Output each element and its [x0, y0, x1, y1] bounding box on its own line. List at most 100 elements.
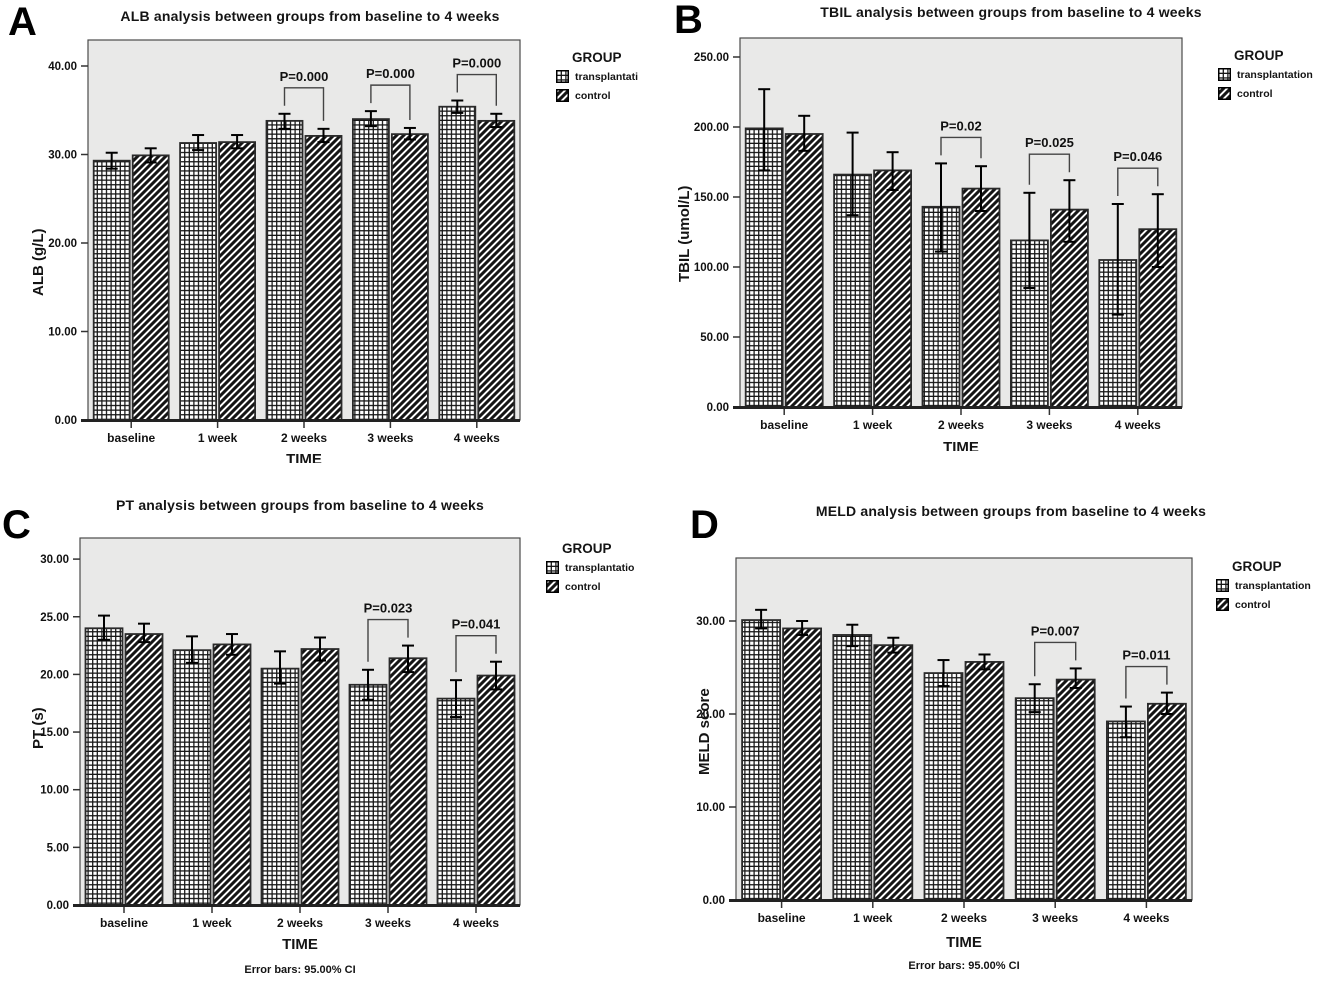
svg-text:1 week: 1 week [853, 418, 893, 432]
y-axis-label-pt: PT (s) [30, 707, 47, 749]
svg-text:10.00: 10.00 [696, 802, 725, 814]
svg-text:20.00: 20.00 [48, 238, 77, 250]
svg-text:baseline: baseline [760, 418, 808, 432]
svg-text:3 weeks: 3 weeks [365, 916, 411, 930]
svg-text:30.00: 30.00 [48, 150, 77, 162]
x-axis-label-time-a: TIME [286, 452, 322, 463]
svg-text:150.00: 150.00 [694, 192, 729, 204]
svg-text:250.00: 250.00 [694, 52, 729, 64]
svg-text:40.00: 40.00 [48, 61, 77, 73]
svg-text:baseline: baseline [100, 916, 148, 930]
svg-text:20.00: 20.00 [696, 709, 725, 721]
panel-letter-c: C [2, 503, 31, 547]
svg-text:P=0.02: P=0.02 [940, 118, 982, 133]
panel-letter-a: A [8, 0, 37, 44]
legend-a: GROUP transplantati control [556, 50, 638, 108]
legend-label: transplantatio [565, 561, 635, 574]
legend-label: control [565, 580, 601, 593]
svg-text:30.00: 30.00 [40, 554, 69, 566]
legend-d: GROUP transplantation control [1216, 559, 1311, 617]
legend-item-transplantation-b: transplantation [1218, 68, 1313, 81]
alb-bar-chart: 0.00 10.00 20.00 30.00 40.00 baseline 1 week 2 … [48, 39, 521, 445]
legend-label: control [1235, 598, 1271, 611]
svg-text:P=0.000: P=0.000 [280, 69, 329, 84]
svg-text:2 weeks: 2 weeks [941, 911, 987, 925]
svg-text:10.00: 10.00 [40, 785, 69, 797]
svg-text:P=0.000: P=0.000 [366, 66, 415, 81]
svg-text:4 weeks: 4 weeks [1123, 911, 1169, 925]
svg-text:3 weeks: 3 weeks [1032, 911, 1078, 925]
grid-pattern-swatch-icon [546, 561, 559, 574]
svg-text:3 weeks: 3 weeks [1026, 418, 1072, 432]
diagonal-pattern-swatch-icon [1218, 87, 1231, 100]
legend-label: transplantati [575, 70, 639, 83]
meld-bar-chart: 0.00 10.00 20.00 30.00 baseline 1 week 2 weeks… [696, 557, 1193, 925]
chart-title-meld: MELD analysis between groups from baseli… [815, 503, 1207, 519]
svg-text:P=0.007: P=0.007 [1031, 623, 1080, 638]
svg-text:1 week: 1 week [192, 916, 232, 930]
legend-label: transplantation [1237, 68, 1313, 81]
legend-title-d: GROUP [1232, 559, 1282, 574]
svg-text:0.00: 0.00 [703, 895, 725, 907]
grid-pattern-swatch-icon [1218, 68, 1231, 81]
svg-text:1 week: 1 week [853, 911, 893, 925]
diagonal-pattern-swatch-icon [1216, 598, 1229, 611]
pt-bar-chart: 0.00 5.00 10.00 15.00 20.00 25.00 30.00 baselin… [40, 537, 521, 930]
tbil-bar-chart: 0.00 50.00 100.00 150.00 200.00 250.00 baselin… [694, 37, 1183, 432]
legend-b: GROUP transplantation control [1218, 48, 1313, 106]
x-axis-label-time-c: TIME [282, 936, 318, 953]
legend-item-control-c: control [546, 580, 634, 593]
svg-text:2 weeks: 2 weeks [281, 431, 327, 445]
chart-title-tbil: TBIL analysis between groups from baseli… [820, 4, 1202, 20]
svg-text:baseline: baseline [107, 431, 155, 445]
svg-text:25.00: 25.00 [40, 612, 69, 624]
y-axis-label-meld: MELD score [696, 688, 713, 775]
svg-text:100.00: 100.00 [694, 262, 729, 274]
panel-a: A ALB analysis between groups from basel… [0, 0, 666, 493]
legend-item-control-b: control [1218, 87, 1313, 100]
svg-text:5.00: 5.00 [47, 842, 69, 854]
panel-letter-d: D [690, 503, 719, 547]
panel-c: C PT analysis between groups from baseli… [0, 493, 666, 987]
legend-item-control-d: control [1216, 598, 1311, 611]
legend-c: GROUP transplantatio control [546, 541, 634, 599]
svg-text:2 weeks: 2 weeks [938, 418, 984, 432]
y-axis-label-tbil: TBIL (umol/L) [676, 185, 693, 282]
svg-text:200.00: 200.00 [694, 122, 729, 134]
panel-letter-b: B [674, 0, 703, 42]
y-axis-label-alb: ALB (g/L) [30, 228, 47, 296]
svg-text:30.00: 30.00 [696, 616, 725, 628]
svg-text:15.00: 15.00 [40, 727, 69, 739]
x-axis-label-time-d: TIME [946, 934, 982, 951]
svg-text:4 weeks: 4 weeks [1115, 418, 1161, 432]
svg-text:P=0.025: P=0.025 [1025, 135, 1074, 150]
legend-title-b: GROUP [1234, 48, 1284, 63]
legend-title-a: GROUP [572, 50, 622, 65]
legend-label: control [1237, 87, 1273, 100]
svg-text:4 weeks: 4 weeks [453, 916, 499, 930]
x-axis-label-time-b: TIME [943, 440, 979, 451]
legend-label: control [575, 89, 611, 102]
grid-pattern-swatch-icon [1216, 579, 1229, 592]
svg-text:4 weeks: 4 weeks [454, 431, 500, 445]
diagonal-pattern-swatch-icon [546, 580, 559, 593]
svg-text:P=0.000: P=0.000 [452, 56, 501, 71]
svg-text:50.00: 50.00 [700, 332, 729, 344]
svg-text:P=0.011: P=0.011 [1122, 648, 1170, 663]
error-bars-note-c: Error bars: 95.00% CI [244, 964, 356, 976]
chart-title-pt: PT analysis between groups from baseline… [115, 497, 485, 513]
legend-item-transplantation-a: transplantati [556, 70, 638, 83]
legend-item-transplantation-d: transplantation [1216, 579, 1311, 592]
svg-text:0.00: 0.00 [47, 900, 69, 912]
legend-item-transplantation-c: transplantatio [546, 561, 634, 574]
svg-text:P=0.023: P=0.023 [364, 601, 413, 616]
svg-text:0.00: 0.00 [55, 415, 77, 427]
svg-text:20.00: 20.00 [40, 669, 69, 681]
legend-item-control-a: control [556, 89, 638, 102]
legend-title-c: GROUP [562, 541, 612, 556]
chart-title-alb: ALB analysis between groups from baselin… [120, 8, 500, 24]
legend-label: transplantation [1235, 579, 1311, 592]
svg-text:2 weeks: 2 weeks [277, 916, 323, 930]
grid-pattern-swatch-icon [556, 70, 569, 83]
